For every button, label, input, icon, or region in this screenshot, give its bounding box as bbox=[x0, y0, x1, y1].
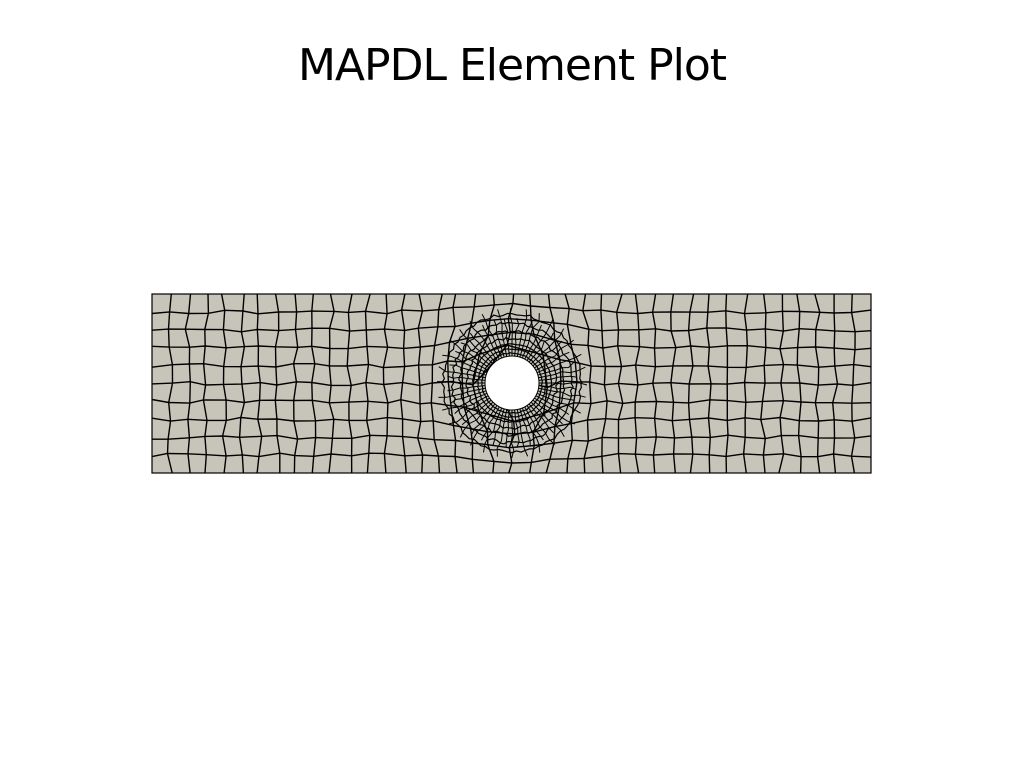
mesh-spoke bbox=[509, 307, 513, 356]
mesh-spoke bbox=[538, 366, 586, 379]
plate-hole bbox=[484, 355, 540, 411]
mesh-spoke bbox=[460, 342, 492, 367]
mesh-spoke bbox=[510, 410, 515, 459]
mesh-spoke bbox=[493, 320, 505, 358]
mesh-spoke bbox=[437, 380, 485, 385]
mesh-line-horizontal bbox=[151, 369, 872, 389]
mesh-spoke bbox=[521, 407, 541, 453]
mesh-spoke bbox=[532, 399, 563, 425]
mesh-spoke bbox=[480, 406, 500, 441]
mesh-spoke bbox=[534, 397, 575, 425]
mesh-spoke bbox=[526, 319, 554, 361]
mesh-spoke bbox=[538, 387, 586, 398]
mesh-spoke bbox=[469, 320, 498, 361]
mesh-line-horizontal bbox=[151, 416, 872, 435]
mesh-ring bbox=[440, 312, 583, 454]
mesh-line-horizontal bbox=[151, 302, 872, 315]
mesh-spoke bbox=[528, 403, 554, 434]
mesh-spoke bbox=[441, 392, 488, 411]
mesh-spoke bbox=[524, 406, 544, 441]
mesh-spoke bbox=[536, 353, 582, 374]
mesh-spoke bbox=[514, 409, 520, 448]
mesh-spoke bbox=[514, 318, 520, 357]
mesh-spoke bbox=[535, 395, 570, 415]
mesh-spoke bbox=[521, 313, 540, 359]
mesh-spoke bbox=[539, 382, 588, 386]
mesh-spoke bbox=[455, 350, 489, 371]
mesh-spoke bbox=[450, 340, 490, 369]
mesh-spoke bbox=[536, 392, 581, 414]
mesh-spoke bbox=[538, 385, 577, 391]
mesh-spoke bbox=[537, 362, 575, 376]
mesh-spoke bbox=[481, 313, 503, 359]
mesh-spoke bbox=[469, 332, 496, 363]
mesh-spoke bbox=[519, 320, 533, 358]
mesh-spoke bbox=[447, 385, 486, 392]
mesh-spoke bbox=[503, 318, 510, 357]
mesh-spoke bbox=[519, 408, 531, 446]
mesh-spoke bbox=[537, 390, 575, 401]
mesh-spoke bbox=[471, 403, 496, 435]
mesh-spoke bbox=[534, 339, 574, 369]
mesh-line-horizontal bbox=[151, 344, 872, 369]
mesh-spoke bbox=[459, 401, 494, 438]
mesh-spoke bbox=[530, 328, 565, 365]
mesh-spoke bbox=[449, 364, 487, 376]
mesh-spoke bbox=[516, 409, 529, 457]
mesh-line-horizontal bbox=[151, 317, 872, 333]
mesh-line-horizontal bbox=[152, 434, 872, 449]
mesh-spoke bbox=[447, 375, 486, 381]
mesh-ring bbox=[458, 330, 566, 437]
plot-title: MAPDL Element Plot bbox=[297, 40, 727, 91]
mesh-spoke bbox=[438, 387, 486, 398]
mesh-line-horizontal bbox=[151, 452, 872, 464]
mesh-spoke bbox=[448, 397, 490, 425]
mesh-spoke bbox=[461, 399, 492, 426]
mesh-spoke bbox=[438, 366, 486, 379]
mesh-spoke bbox=[526, 405, 556, 445]
mesh-spoke bbox=[538, 375, 577, 381]
mesh-spoke bbox=[516, 309, 528, 357]
mesh-element-edges bbox=[151, 293, 872, 474]
mesh-spoke bbox=[528, 332, 554, 363]
mesh-spoke bbox=[470, 405, 498, 446]
mesh-spoke bbox=[454, 395, 489, 414]
mesh-spoke bbox=[492, 408, 505, 446]
plate-border bbox=[151, 293, 872, 474]
mesh-spoke bbox=[524, 324, 542, 360]
mesh-spoke bbox=[483, 407, 503, 453]
mesh-spoke bbox=[505, 409, 510, 448]
mesh-spoke bbox=[449, 390, 487, 404]
mesh-spoke bbox=[442, 354, 488, 374]
mesh-spoke bbox=[532, 340, 563, 367]
mesh-spoke bbox=[496, 409, 508, 457]
mesh-spoke bbox=[459, 329, 494, 365]
mesh-ring bbox=[450, 321, 574, 445]
mesh-spoke bbox=[482, 324, 500, 360]
mesh-spoke bbox=[535, 351, 570, 371]
mesh-spoke bbox=[497, 309, 508, 357]
mesh-spoke bbox=[530, 401, 565, 438]
